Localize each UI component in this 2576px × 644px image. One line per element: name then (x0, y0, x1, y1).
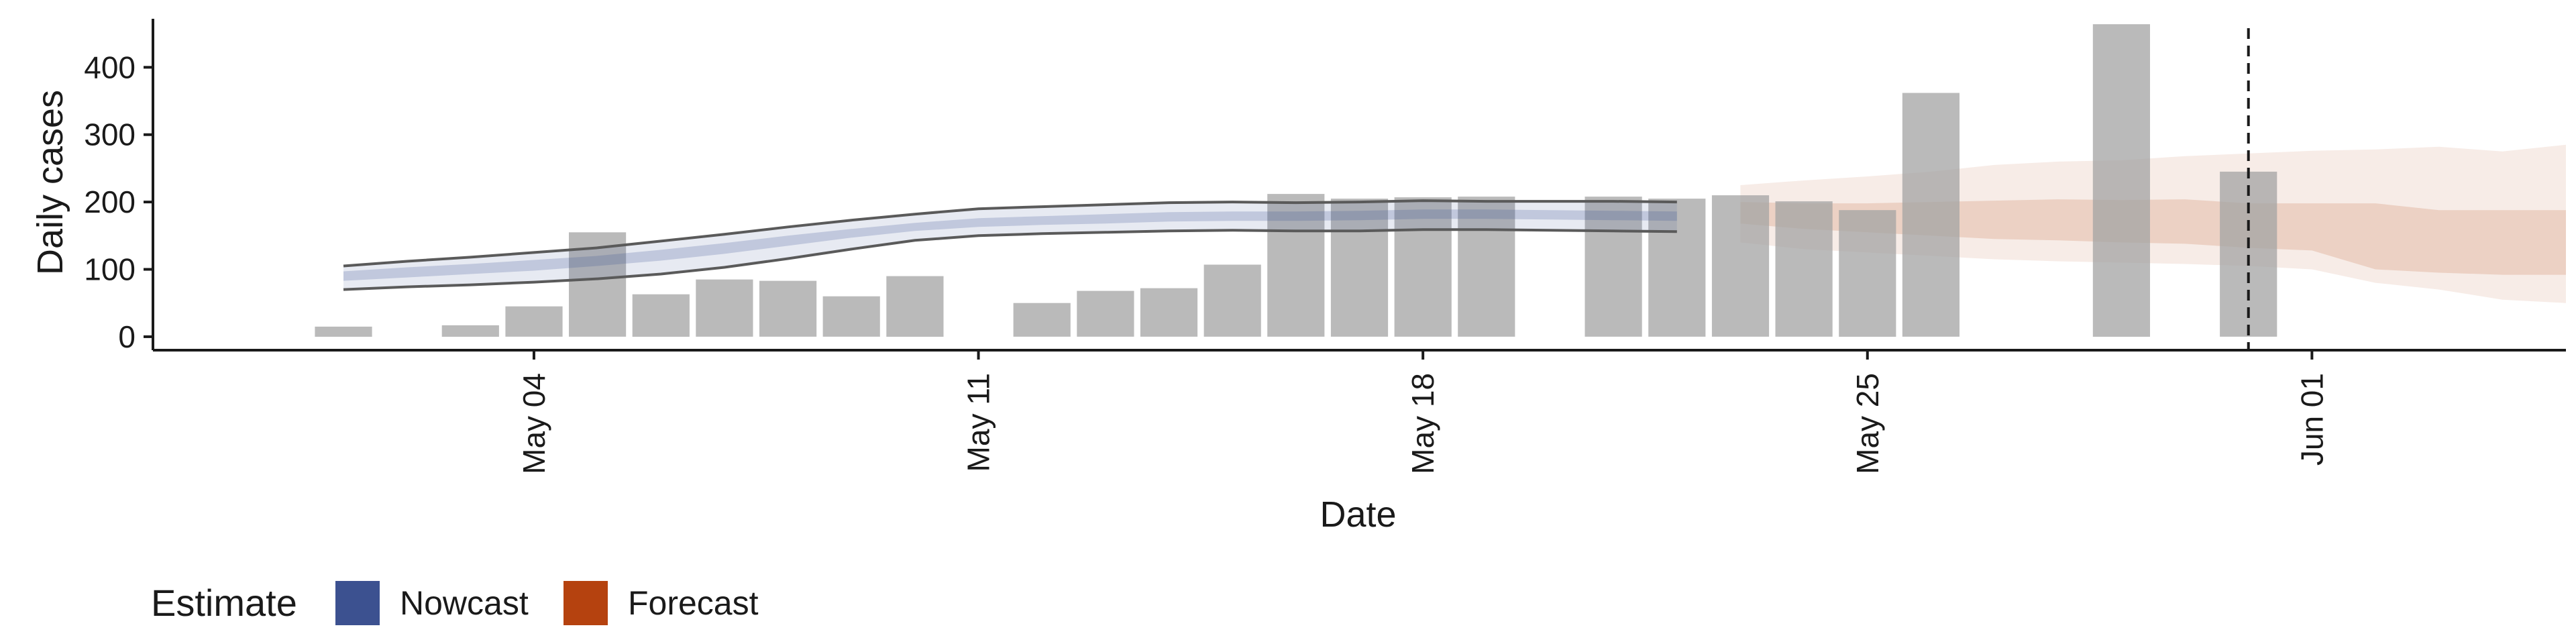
y-ticks: 0 100 200 300 400 (84, 50, 153, 354)
y-tick-label: 0 (118, 319, 136, 354)
legend-label-nowcast: Nowcast (400, 584, 529, 622)
x-tick-label: May 04 (517, 373, 551, 474)
legend: Estimate Nowcast Forecast (151, 581, 759, 625)
y-tick-label: 300 (84, 117, 136, 152)
case-bar (759, 280, 817, 337)
case-bar (315, 326, 372, 337)
case-bar (1711, 195, 1770, 337)
axes: 0 100 200 300 400 May 04 May 11 May 18 May 25 Ju… (84, 19, 2566, 474)
y-axis-label: Daily cases (30, 90, 70, 275)
nowcast-outer-ribbon (343, 201, 1677, 290)
case-bar (1203, 264, 1261, 337)
case-bar (1648, 199, 1706, 337)
y-tick-label: 200 (84, 184, 136, 219)
case-bar (1839, 210, 1896, 337)
x-tick-label: May 25 (1850, 373, 1885, 474)
case-bar (1902, 93, 1960, 337)
case-bar (1775, 201, 1833, 337)
case-bars (315, 24, 2277, 337)
y-tick-label: 100 (84, 252, 136, 287)
y-tick-label: 400 (84, 50, 136, 85)
x-tick-label: Jun 01 (2294, 373, 2329, 466)
legend-label-forecast: Forecast (628, 584, 759, 622)
legend-key-nowcast (335, 581, 380, 625)
nowcast-lower-line (343, 228, 1677, 291)
case-bar (1458, 197, 1515, 337)
nowcast-upper-line (343, 199, 1677, 268)
case-bar (1585, 197, 1642, 337)
case-bar (822, 296, 880, 337)
case-bar (1077, 290, 1134, 337)
case-bar (632, 294, 690, 337)
case-bar (1013, 303, 1071, 337)
case-bar (1330, 199, 1389, 337)
case-bar (441, 325, 499, 337)
x-ticks: May 04 May 11 May 18 May 25 Jun 01 (517, 350, 2329, 474)
nowcast-ribbons (343, 199, 1677, 291)
case-bar (696, 279, 753, 337)
case-bar (505, 306, 563, 337)
case-bar (1140, 288, 1198, 337)
nowcast-inner-ribbon (343, 209, 1677, 281)
case-bar (2092, 24, 2150, 337)
legend-title: Estimate (151, 582, 297, 624)
case-bar (1267, 194, 1325, 337)
case-bar (1394, 197, 1452, 337)
x-tick-label: May 18 (1405, 373, 1440, 474)
legend-key-forecast (564, 581, 608, 625)
case-bar (886, 276, 944, 337)
x-axis-label: Date (1320, 494, 1396, 535)
x-tick-label: May 11 (961, 373, 996, 472)
